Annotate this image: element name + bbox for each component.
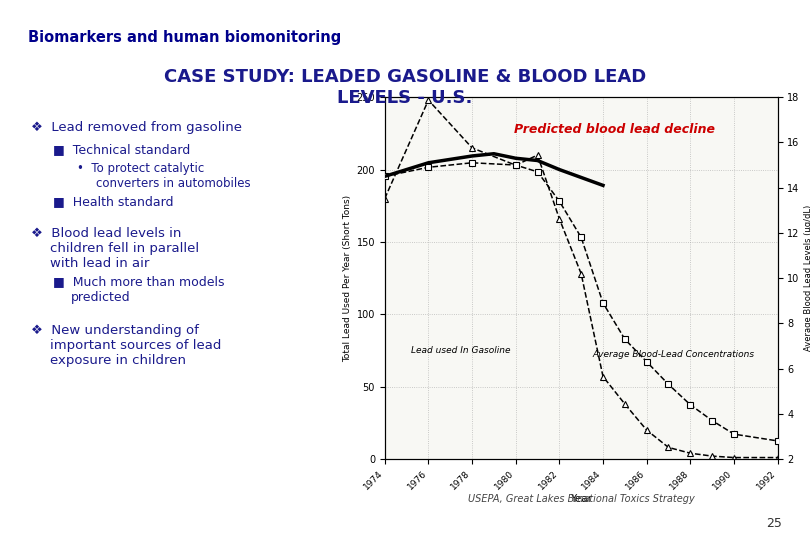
Text: exposure in children: exposure in children [50, 354, 186, 367]
Text: important sources of lead: important sources of lead [50, 339, 222, 352]
Text: ❖  New understanding of: ❖ New understanding of [31, 324, 198, 337]
Text: Biomarkers and human biomonitoring: Biomarkers and human biomonitoring [28, 30, 342, 45]
Text: converters in automobiles: converters in automobiles [96, 177, 250, 190]
Text: LEVELS - U.S.: LEVELS - U.S. [337, 89, 473, 107]
Text: •  To protect catalytic: • To protect catalytic [77, 162, 204, 175]
Text: ■  Much more than models: ■ Much more than models [53, 275, 224, 288]
Text: ❖  Lead removed from gasoline: ❖ Lead removed from gasoline [31, 122, 241, 134]
Y-axis label: Average Blood Lead Levels (µg/dL): Average Blood Lead Levels (µg/dL) [804, 205, 810, 351]
Text: 25: 25 [765, 517, 782, 530]
Text: USEPA, Great Lakes Binational Toxics Strategy: USEPA, Great Lakes Binational Toxics Str… [468, 494, 694, 504]
Text: children fell in parallel: children fell in parallel [50, 242, 199, 255]
Text: ■  Health standard: ■ Health standard [53, 195, 173, 208]
Y-axis label: Total Lead Used Per Year (Short Tons): Total Lead Used Per Year (Short Tons) [343, 194, 352, 362]
Text: Predicted blood lead decline: Predicted blood lead decline [514, 123, 715, 136]
Text: predicted: predicted [71, 291, 131, 303]
Text: ■  Technical standard: ■ Technical standard [53, 143, 190, 156]
X-axis label: Year: Year [570, 494, 592, 504]
Text: with lead in air: with lead in air [50, 257, 150, 270]
Text: Lead used In Gasoline: Lead used In Gasoline [411, 346, 510, 355]
Text: ❖  Blood lead levels in: ❖ Blood lead levels in [31, 227, 181, 240]
Text: CASE STUDY: LEADED GASOLINE & BLOOD LEAD: CASE STUDY: LEADED GASOLINE & BLOOD LEAD [164, 68, 646, 85]
Text: Average Blood-Lead Concentrations: Average Blood-Lead Concentrations [592, 350, 754, 360]
